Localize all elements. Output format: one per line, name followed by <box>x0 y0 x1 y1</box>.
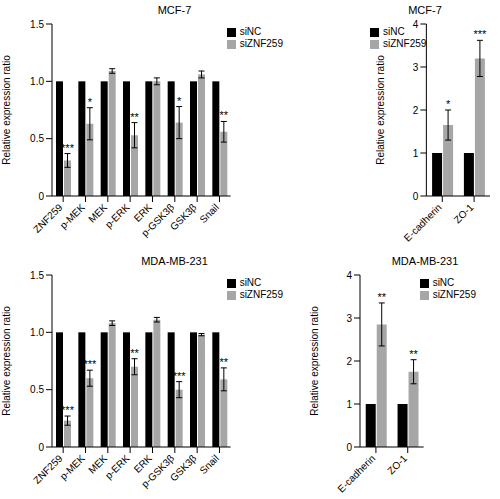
svg-text:**: ** <box>130 111 139 123</box>
svg-text:0: 0 <box>346 442 352 453</box>
svg-text:Snail: Snail <box>197 202 221 226</box>
svg-text:Relative expression ratio: Relative expression ratio <box>375 55 386 165</box>
html-text:MDA-MB-231: MDA-MB-231 <box>141 255 208 267</box>
svg-text:3: 3 <box>346 313 352 324</box>
html-text:siZNF259: siZNF259 <box>432 289 476 300</box>
svg-text:***: *** <box>61 404 75 416</box>
svg-text:ZO-1: ZO-1 <box>385 452 409 476</box>
svg-text:**: ** <box>220 109 229 121</box>
svg-text:E-cadherin: E-cadherin <box>402 202 444 244</box>
html-text:siNC: siNC <box>239 277 262 288</box>
svg-text:ZNF259: ZNF259 <box>31 201 65 235</box>
svg-text:**: ** <box>377 291 386 303</box>
html-text:siZNF259: siZNF259 <box>239 38 283 49</box>
svg-text:p-GSK3β: p-GSK3β <box>139 452 176 489</box>
svg-text:*: * <box>177 95 182 107</box>
svg-text:GSK3β: GSK3β <box>168 452 199 483</box>
svg-text:p-ERK: p-ERK <box>103 201 132 230</box>
svg-text:ERK: ERK <box>131 452 154 475</box>
svg-text:p-MEK: p-MEK <box>58 201 88 231</box>
html-text:siZNF259: siZNF259 <box>383 38 427 49</box>
svg-text:ERK: ERK <box>131 201 154 224</box>
svg-text:0.5: 0.5 <box>30 384 44 395</box>
svg-text:1.0: 1.0 <box>30 76 44 87</box>
svg-text:0: 0 <box>38 442 44 453</box>
svg-text:4: 4 <box>346 270 352 281</box>
svg-text:ZO-1: ZO-1 <box>452 201 476 225</box>
svg-text:**: ** <box>409 348 418 360</box>
svg-text:3: 3 <box>413 62 419 73</box>
html-text:MCF-7: MCF-7 <box>408 4 442 16</box>
html-text:MDA-MB-231: MDA-MB-231 <box>391 255 459 267</box>
svg-text:p-MEK: p-MEK <box>58 452 88 482</box>
svg-text:0: 0 <box>38 191 44 202</box>
svg-text:1.5: 1.5 <box>30 19 44 30</box>
svg-text:***: *** <box>83 358 97 370</box>
svg-text:*: * <box>446 98 451 110</box>
svg-text:***: *** <box>61 142 75 154</box>
svg-text:*: * <box>88 96 93 108</box>
svg-text:4: 4 <box>413 19 419 30</box>
svg-text:1.0: 1.0 <box>30 327 44 338</box>
svg-text:Relative expression ratio: Relative expression ratio <box>8 306 12 416</box>
svg-text:p-ERK: p-ERK <box>103 452 132 481</box>
svg-text:MEK: MEK <box>86 452 110 476</box>
svg-text:***: *** <box>173 370 187 382</box>
svg-text:***: *** <box>473 28 487 40</box>
svg-text:1.5: 1.5 <box>30 270 44 281</box>
svg-text:Relative expression ratio: Relative expression ratio <box>309 306 320 416</box>
svg-text:**: ** <box>130 347 139 359</box>
html-text:siNC: siNC <box>239 26 262 37</box>
html-text:siNC: siNC <box>383 26 405 37</box>
html-text:siZNF259: siZNF259 <box>239 289 283 300</box>
svg-text:Snail: Snail <box>197 453 221 477</box>
html-text:MCF-7: MCF-7 <box>157 4 192 16</box>
svg-text:E-cadherin: E-cadherin <box>335 453 377 495</box>
svg-text:1: 1 <box>346 399 352 410</box>
svg-text:p-GSK3β: p-GSK3β <box>139 201 176 238</box>
svg-text:MEK: MEK <box>86 201 110 225</box>
svg-text:2: 2 <box>413 105 419 116</box>
svg-text:2: 2 <box>346 356 352 367</box>
svg-text:Relative expression ratio: Relative expression ratio <box>8 55 12 165</box>
svg-text:ZNF259: ZNF259 <box>31 452 65 486</box>
svg-text:1: 1 <box>413 148 419 159</box>
svg-text:GSK3β: GSK3β <box>168 201 199 232</box>
svg-text:**: ** <box>220 356 229 368</box>
svg-text:0: 0 <box>413 191 419 202</box>
svg-text:0.5: 0.5 <box>30 133 44 144</box>
html-text:siNC: siNC <box>432 277 455 288</box>
